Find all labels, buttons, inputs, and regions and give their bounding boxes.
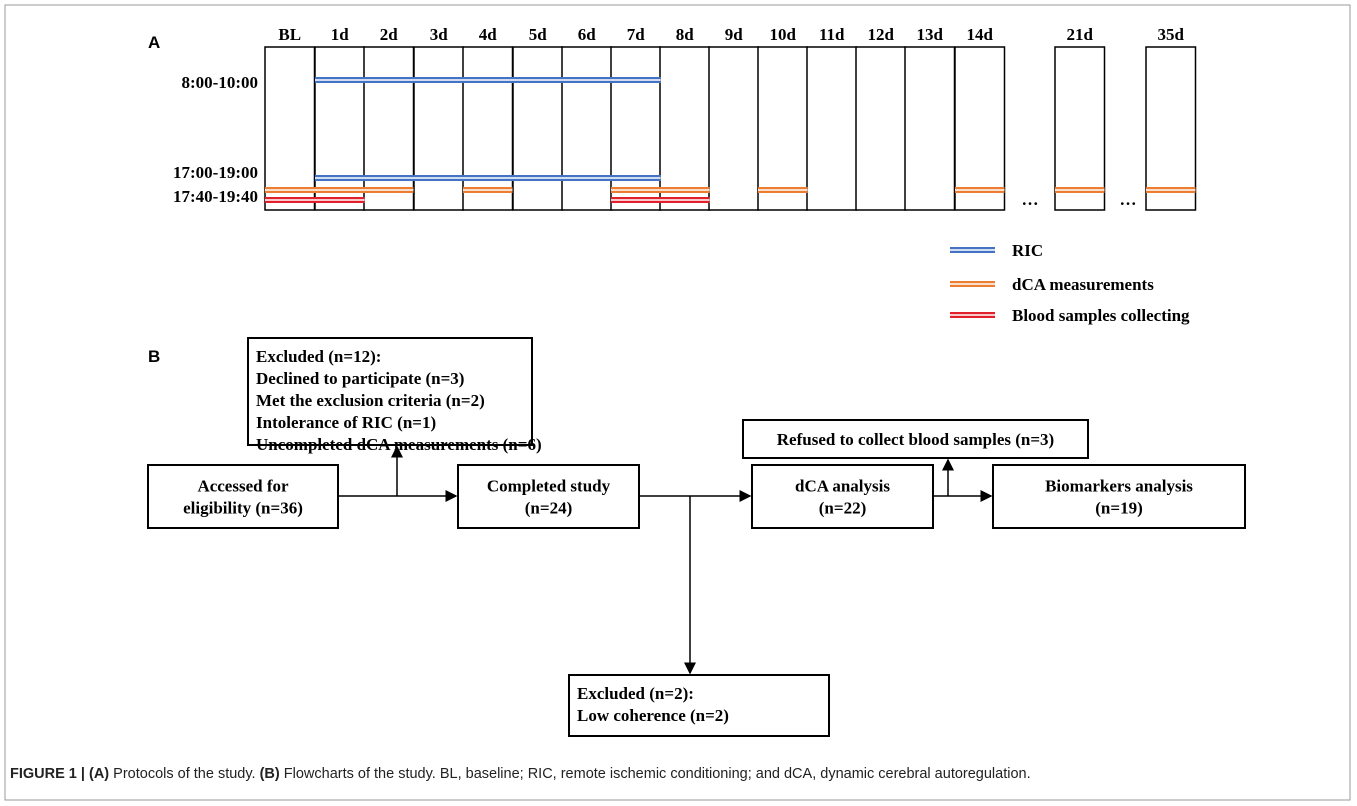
node-text: Declined to participate (n=3) bbox=[256, 369, 464, 388]
ellipsis: … bbox=[1120, 190, 1137, 209]
column-label: 1d bbox=[331, 25, 350, 44]
node-box bbox=[992, 464, 1246, 529]
caption-part: (B) bbox=[260, 766, 280, 782]
day-column bbox=[1054, 46, 1106, 211]
column-label: 35d bbox=[1158, 25, 1185, 44]
node-text: Met the exclusion criteria (n=2) bbox=[256, 391, 485, 410]
node-box bbox=[247, 337, 533, 446]
column-label: 11d bbox=[819, 25, 845, 44]
day-column bbox=[363, 46, 415, 211]
flow-node: Biomarkers analysis (n=19) bbox=[992, 464, 1246, 529]
day-column bbox=[413, 46, 465, 211]
column-label: 14d bbox=[967, 25, 994, 44]
node-box bbox=[568, 674, 830, 737]
legend-label: dCA measurements bbox=[1012, 275, 1154, 294]
day-column bbox=[264, 46, 316, 211]
node-text: Uncompleted dCA measurements (n=6) bbox=[256, 435, 542, 454]
row-label: 8:00-10:00 bbox=[182, 73, 258, 92]
column-label: 4d bbox=[479, 25, 498, 44]
node-box bbox=[751, 464, 934, 529]
column-label: 8d bbox=[676, 25, 695, 44]
legend-label: Blood samples collecting bbox=[1012, 306, 1190, 325]
column-label: 5d bbox=[529, 25, 548, 44]
node-text: Intolerance of RIC (n=1) bbox=[256, 413, 436, 432]
node-box bbox=[147, 464, 339, 529]
caption: FIGURE 1 | (A) Protocols of the study. (… bbox=[10, 766, 1031, 782]
day-column bbox=[462, 46, 514, 211]
ellipsis: … bbox=[1022, 190, 1039, 209]
column-label: 12d bbox=[868, 25, 895, 44]
flow-node: Refused to collect blood samples (n=3) bbox=[742, 419, 1089, 459]
day-column bbox=[314, 46, 366, 211]
flow-node: Excluded (n=2): Low coherence (n=2) bbox=[568, 674, 830, 737]
node-text: Refused to collect blood samples (n=3) bbox=[777, 430, 1054, 449]
panel-label: A bbox=[148, 33, 160, 52]
panel-label: B bbox=[148, 347, 160, 366]
column-label: BL bbox=[278, 25, 301, 44]
node-text: eligibility (n=36) bbox=[183, 499, 303, 518]
caption-part: Flowcharts of the study. BL, baseline; R… bbox=[280, 766, 1031, 782]
column-label: 2d bbox=[380, 25, 399, 44]
flow-node: Excluded (n=12): Declined to participate … bbox=[247, 337, 542, 454]
day-column bbox=[610, 46, 662, 211]
column-label: 21d bbox=[1067, 25, 1094, 44]
node-text: Excluded (n=2): bbox=[577, 684, 694, 703]
node-text: Low coherence (n=2) bbox=[577, 706, 729, 725]
arrows bbox=[338, 445, 993, 675]
day-column bbox=[954, 46, 1006, 211]
column-label: 10d bbox=[770, 25, 797, 44]
node-text: Biomarkers analysis bbox=[1045, 477, 1193, 496]
day-column bbox=[512, 46, 564, 211]
column-label: 13d bbox=[917, 25, 944, 44]
node-text: (n=24) bbox=[525, 499, 572, 518]
node-text: dCA analysis bbox=[795, 477, 890, 496]
legend-label: RIC bbox=[1012, 241, 1043, 260]
node-text: Accessed for bbox=[197, 477, 289, 496]
node-text: (n=22) bbox=[819, 499, 866, 518]
day-column bbox=[757, 46, 809, 211]
column-label: 7d bbox=[627, 25, 646, 44]
column-label: 3d bbox=[430, 25, 449, 44]
flow-node: Accessed for eligibility (n=36) bbox=[147, 464, 339, 529]
node-text: (n=19) bbox=[1095, 499, 1142, 518]
day-column bbox=[708, 46, 760, 211]
frame bbox=[4, 4, 1351, 801]
day-column bbox=[904, 46, 956, 211]
caption-part: Protocols of the study. bbox=[109, 766, 259, 782]
node-box bbox=[742, 419, 1089, 459]
node-box bbox=[457, 464, 640, 529]
day-column bbox=[659, 46, 711, 211]
day-column bbox=[561, 46, 613, 211]
caption-label: FIGURE 1 | bbox=[10, 766, 85, 782]
day-column bbox=[1145, 46, 1197, 211]
node-text: Completed study bbox=[487, 477, 611, 496]
row-label: 17:40-19:40 bbox=[173, 187, 258, 206]
day-column bbox=[806, 46, 858, 211]
column-label: 6d bbox=[578, 25, 597, 44]
row-label: 17:00-19:00 bbox=[173, 163, 258, 182]
node-text: Excluded (n=12): bbox=[256, 347, 381, 366]
caption-part: (A) bbox=[89, 766, 109, 782]
flow-node: dCA analysis (n=22) bbox=[751, 464, 934, 529]
day-column bbox=[855, 46, 907, 211]
column-label: 9d bbox=[725, 25, 744, 44]
flow-node: Completed study (n=24) bbox=[457, 464, 640, 529]
